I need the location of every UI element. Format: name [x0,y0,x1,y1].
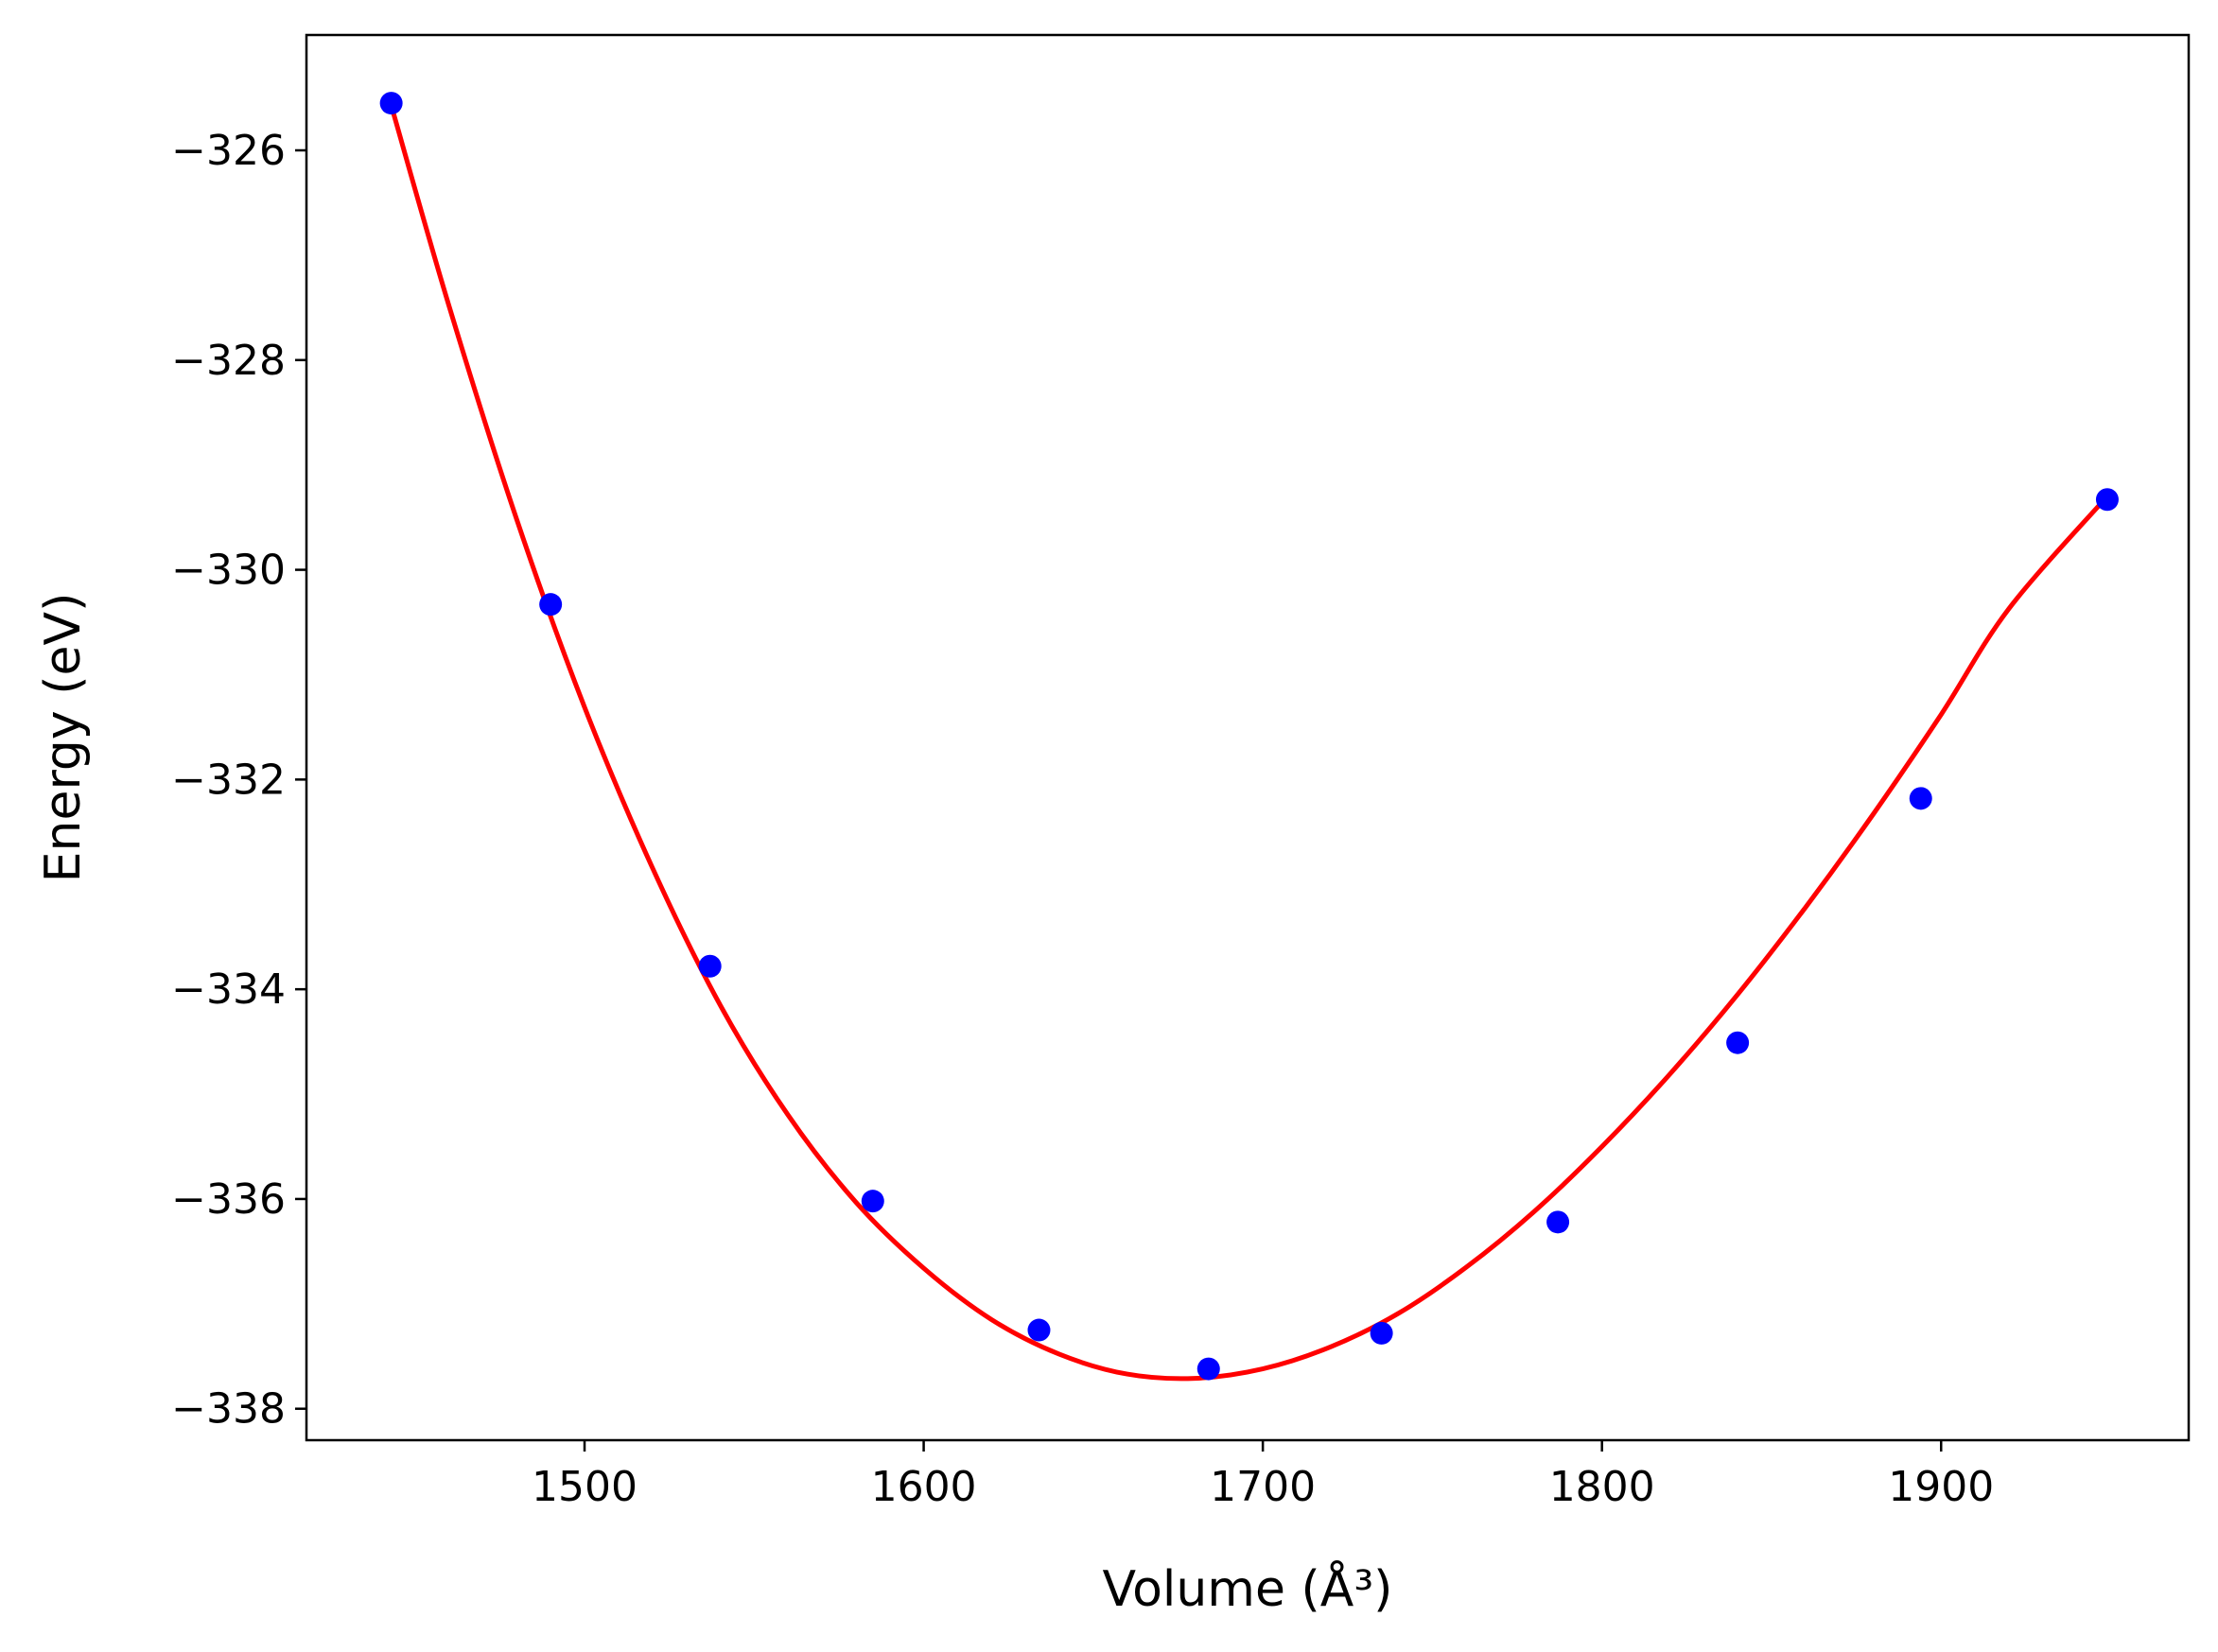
data-point [698,954,722,978]
data-point [1196,1357,1220,1381]
x-tick-label: 1600 [871,1463,977,1511]
plot-frame [305,33,2191,1442]
x-tick-label: 1700 [1210,1463,1316,1511]
y-axis-label: Energy (eV) [35,593,92,883]
y-tick-label: −334 [171,965,286,1014]
y-axis: −326 −328 −330 −332 −334 −336 −338 [171,127,306,1434]
data-point [1909,787,1932,810]
y-tick-label: −328 [171,337,286,385]
data-point [1726,1031,1750,1054]
y-tick-label: −336 [171,1175,286,1224]
data-point [539,593,563,617]
y-tick-label: −338 [171,1385,286,1434]
y-tick-label: −326 [171,127,286,175]
y-tick-label: −332 [171,756,286,804]
x-axis-label: Volume (Å³) [1103,1559,1393,1618]
data-point [1370,1321,1393,1345]
data-point [379,92,403,115]
y-tick-label: −330 [171,547,286,595]
x-tick-label: 1900 [1888,1463,1994,1511]
data-point [1546,1210,1570,1234]
x-axis: 1500 1600 1700 1800 1900 [532,1440,1994,1511]
data-point [1027,1318,1051,1342]
x-tick-label: 1800 [1549,1463,1655,1511]
x-tick-label: 1500 [532,1463,637,1511]
data-point [861,1190,884,1213]
fit-curve-line [389,104,2109,1382]
data-point [2095,488,2119,512]
plot-area [379,92,2119,1382]
